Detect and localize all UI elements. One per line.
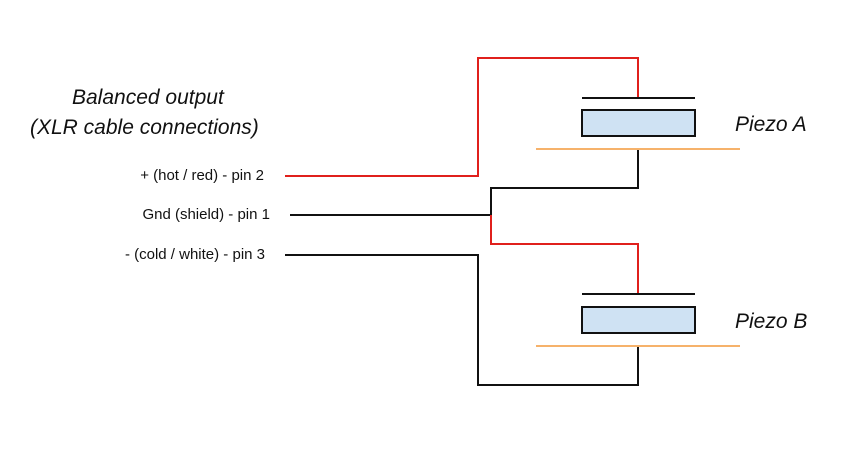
piezo-a (536, 97, 740, 150)
pin-2-label: + (hot / red) - pin 2 (140, 167, 264, 184)
piezo-b-label: Piezo B (735, 310, 808, 333)
cold-wire-to-piezo-b (285, 254, 639, 386)
diagram-title-line-1: Balanced output (72, 86, 224, 109)
piezo-a-crystal (581, 109, 696, 137)
pin-3-label: - (cold / white) - pin 3 (124, 246, 265, 263)
piezo-b (536, 293, 740, 347)
piezo-a-label: Piezo A (735, 113, 807, 136)
piezo-a-return-wire (490, 148, 639, 215)
piezo-b-crystal (581, 306, 696, 334)
series-wire-to-piezo-b (490, 215, 639, 294)
diagram-title-line-2: (XLR cable connections) (30, 116, 259, 139)
pin-1-label: Gnd (shield) - pin 1 (142, 206, 270, 223)
hot-wire-to-piezo-a (285, 57, 639, 177)
